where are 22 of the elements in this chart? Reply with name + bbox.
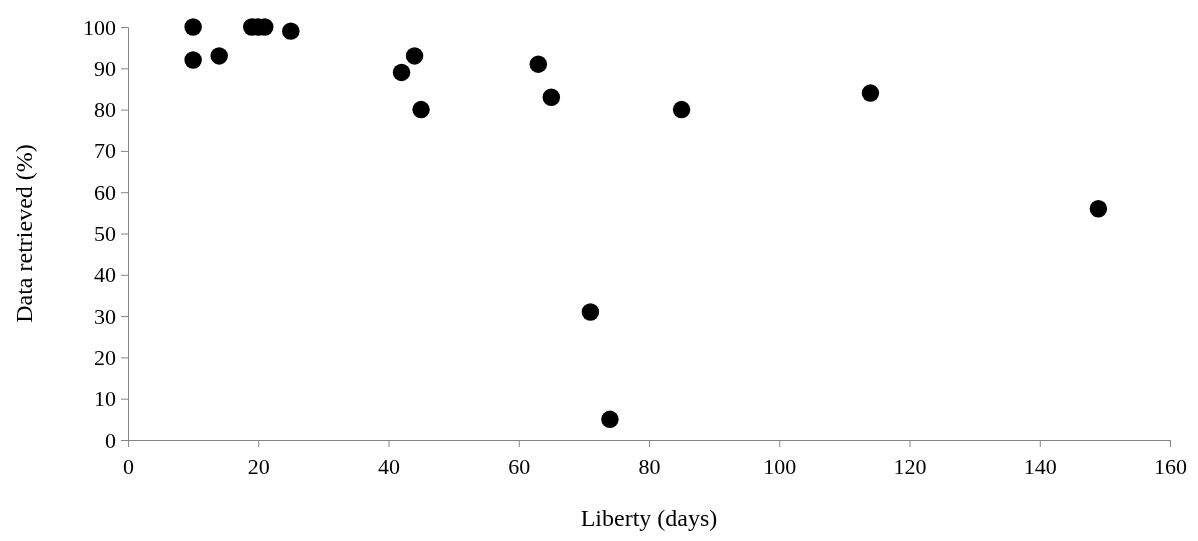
y-axis-title: Data retrieved (%) xyxy=(11,144,37,323)
x-axis-title: Liberty (days) xyxy=(580,505,718,531)
x-tick-label: 100 xyxy=(763,454,797,480)
x-tick-label: 60 xyxy=(508,454,531,480)
y-tick-label: 10 xyxy=(94,386,116,412)
y-tick-label: 60 xyxy=(94,179,116,205)
y-tick-label: 90 xyxy=(94,55,116,81)
y-tick-label: 0 xyxy=(105,427,116,453)
x-tick-label: 120 xyxy=(893,454,927,480)
x-tick-label: 0 xyxy=(123,454,134,480)
x-tick-label: 40 xyxy=(378,454,400,480)
y-tick-label: 40 xyxy=(94,262,116,288)
x-tick-label: 20 xyxy=(247,454,270,480)
y-tick-label: 20 xyxy=(94,344,116,370)
y-tick-label: 70 xyxy=(94,138,116,164)
y-tick-label: 50 xyxy=(94,221,116,247)
y-tick-label: 80 xyxy=(94,97,116,123)
x-tick-label: 160 xyxy=(1154,454,1187,480)
x-tick-label: 140 xyxy=(1023,454,1057,480)
y-tick-label: 100 xyxy=(83,14,116,40)
x-tick-label: 80 xyxy=(638,454,661,480)
y-tick-label: 30 xyxy=(94,303,116,329)
